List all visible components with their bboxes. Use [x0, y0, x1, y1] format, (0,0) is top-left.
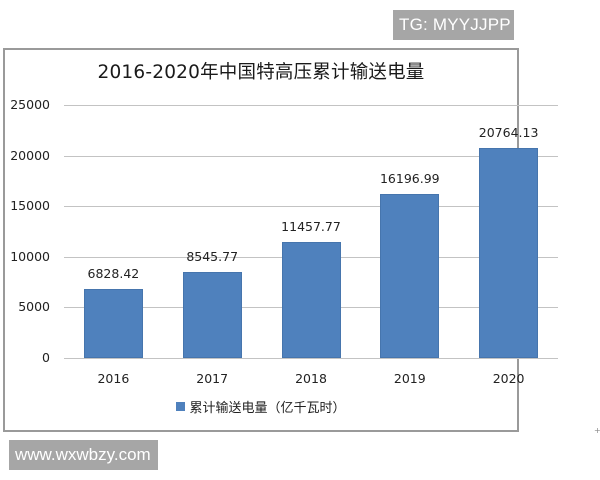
y-axis-tick-label: 15000: [10, 198, 50, 214]
data-label-2020: 20764.13: [478, 124, 539, 140]
watermark-top: TG: MYYJJPP: [393, 10, 514, 40]
x-axis-tick-label: 2017: [196, 371, 229, 386]
bar-2020: [479, 147, 539, 358]
data-label-2017: 8545.77: [186, 248, 239, 264]
bar-2017: [182, 271, 242, 358]
y-axis-tick-label: 10000: [10, 248, 50, 264]
legend-swatch-icon: [176, 402, 186, 411]
legend: 累计输送电量（亿千瓦时）: [0, 401, 522, 417]
y-axis-tick-label: 0: [42, 350, 50, 365]
gridline: [64, 206, 558, 208]
x-axis-tick-label: 2016: [97, 371, 130, 386]
bar-2018: [281, 242, 341, 358]
gridline: [64, 358, 558, 359]
legend-label: 累计输送电量（亿千瓦时）: [189, 401, 346, 416]
x-axis-tick-label: 2019: [393, 371, 426, 386]
data-label-2018: 11457.77: [281, 219, 341, 235]
bar-2016: [83, 288, 143, 358]
x-axis-tick-label: 2020: [492, 371, 525, 386]
resize-handle-icon: +: [594, 426, 600, 435]
bar-2019: [380, 194, 440, 358]
watermark-bottom: www.wxwbzy.com: [9, 440, 158, 470]
y-axis-tick-label: 20000: [10, 147, 50, 163]
gridline: [64, 105, 558, 106]
x-axis-tick-label: 2018: [295, 371, 327, 386]
data-label-2019: 16196.99: [379, 171, 440, 187]
chart-title: 2016-2020年中国特高压累计输送电量: [97, 62, 425, 83]
y-axis-tick-label: 5000: [18, 299, 50, 315]
gridline: [64, 155, 558, 157]
data-label-2016: 6828.42: [87, 265, 140, 281]
y-axis-tick-label: 25000: [10, 97, 50, 112]
